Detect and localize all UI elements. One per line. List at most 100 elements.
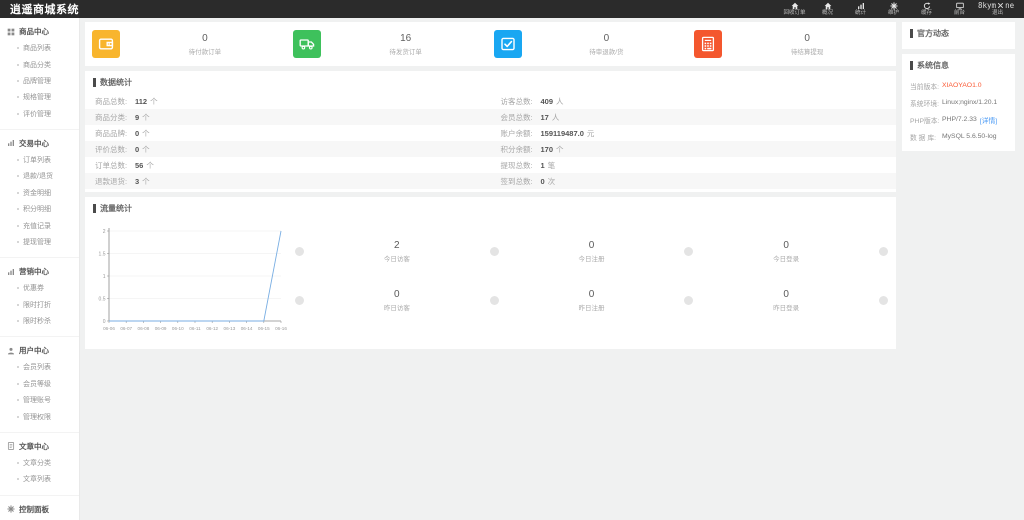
sidebar-item[interactable]: 会员列表 <box>0 359 79 375</box>
stat-unit: 笔 <box>547 160 556 170</box>
sidebar-item[interactable]: 充值记录 <box>0 217 79 233</box>
svg-text:0: 0 <box>103 319 106 325</box>
svg-text:06-14: 06-14 <box>241 326 253 331</box>
sidebar-section-head[interactable]: 交易中心 <box>0 135 79 152</box>
sidebar-section-label: 营销中心 <box>19 267 49 277</box>
stats-col-left: 商品总数: 112 个商品分类: 9 个商品品牌: 0 个评价总数: 0 个订单总数: 56 个退款… <box>85 93 491 189</box>
nav-label: 维护 <box>887 9 899 16</box>
sidebar-item[interactable]: 限时打折 <box>0 297 79 313</box>
sidebar-section-head[interactable]: 控制面板 <box>0 501 79 518</box>
marketing-center-icon <box>8 268 14 275</box>
sidebar-item[interactable]: 会员等级 <box>0 376 79 392</box>
traffic-label: 今日访客 <box>383 256 410 263</box>
summary-value: 0 <box>202 32 208 44</box>
svg-text:06-12: 06-12 <box>206 326 218 331</box>
summary-stat: 0 待付款订单 <box>120 33 290 56</box>
svg-text:06-10: 06-10 <box>172 326 184 331</box>
sidebar-item[interactable]: 退款/退货 <box>0 168 79 184</box>
sidebar-item[interactable]: 文章列表 <box>0 471 79 487</box>
summary-icon-tile <box>292 30 321 58</box>
sidebar-section-head[interactable]: 用户中心 <box>0 342 79 359</box>
stat-row: 提现总数: 1 笔 <box>491 157 897 173</box>
system-info-value: Linux;nginx/1.20.1 <box>942 99 998 106</box>
dot-icon <box>295 247 304 256</box>
detail-link[interactable]: [详情] <box>979 117 998 125</box>
system-info-title-text: 系统信息 <box>917 61 949 70</box>
sidebar: 商品中心商品列表 商品分类 品牌管理 规格管理 评价管理交易中心订单列表 退款/退货 资金明… <box>0 18 80 520</box>
stat-row: 订单总数: 56 个 <box>85 157 491 173</box>
maintenance-icon <box>889 2 898 10</box>
traffic-stat: 0 今日注册 <box>499 240 685 263</box>
traffic-label: 昨日注册 <box>578 305 605 312</box>
check-icon <box>500 37 515 51</box>
sidebar-item[interactable]: 资金明细 <box>0 185 79 201</box>
summary-value: 16 <box>400 32 412 44</box>
traffic-stats: 2 今日访客 0 今日注册 0 今日登录 0 昨日访客 0 昨日注册 0 昨日登录 <box>289 221 889 339</box>
sidebar-item[interactable]: 提现管理 <box>0 234 79 250</box>
nav-front-site[interactable]: 前台 <box>943 0 976 18</box>
truck-icon <box>299 39 314 50</box>
summary-card-2[interactable]: 16 待发货订单 <box>290 30 491 58</box>
traffic-value: 0 <box>783 289 789 300</box>
sidebar-section-label: 用户中心 <box>19 346 49 356</box>
stats-col-right: 访客总数: 409 人会员总数: 17 人账户余额: 159119487.0 元积分余额: 1… <box>490 93 897 189</box>
sidebar-item[interactable]: 商品分类 <box>0 56 79 72</box>
traffic-label: 昨日登录 <box>773 305 800 312</box>
sidebar-item[interactable]: 优惠券 <box>0 280 79 296</box>
nav-maintenance[interactable]: 维护 <box>877 0 910 18</box>
nav-label: 缓存 <box>920 9 932 16</box>
user-logout[interactable]: 8kym ne 退出 <box>976 0 1022 18</box>
sidebar-section-label: 交易中心 <box>19 138 49 148</box>
sidebar-item[interactable]: 商品列表 <box>0 40 79 56</box>
stat-value: 112 <box>135 96 148 106</box>
stat-row: 账户余额: 159119487.0 元 <box>491 125 897 141</box>
sidebar-section-head[interactable]: 商品中心 <box>0 23 79 40</box>
traffic-card: 流量统计 0 0.5 1 1.5 2 06-06 06-07 06-08 06-09 06-10 0… <box>85 197 896 349</box>
summary-value: 0 <box>603 32 610 44</box>
sidebar-section-1: 商品中心商品列表 商品分类 品牌管理 规格管理 评价管理 <box>0 21 79 125</box>
stat-label: 积分余额: <box>500 144 533 154</box>
svg-text:2: 2 <box>103 229 106 235</box>
sidebar-section-head[interactable]: 营销中心 <box>0 263 79 280</box>
sidebar-item[interactable]: 限时秒杀 <box>0 313 79 329</box>
sidebar-section-head[interactable]: 文章中心 <box>0 438 79 455</box>
summary-card-3[interactable]: 0 待审退款/货 <box>491 30 692 58</box>
stat-value: 56 <box>135 160 144 170</box>
sidebar-item[interactable]: 品牌管理 <box>0 73 79 89</box>
sidebar-item[interactable]: 管理权限 <box>0 408 79 424</box>
sidebar-item[interactable]: 管理账号 <box>0 392 79 408</box>
stat-value: 0 <box>540 176 545 186</box>
summary-card-4[interactable]: 0 待结算提现 <box>691 30 892 58</box>
sidebar-item[interactable]: 评价管理 <box>0 106 79 122</box>
stat-value: 1 <box>540 160 545 170</box>
sidebar-item[interactable]: 订单列表 <box>0 152 79 168</box>
traffic-value: 0 <box>588 289 595 300</box>
sidebar-item[interactable]: 积分明细 <box>0 201 79 217</box>
stat-unit: 个 <box>146 160 154 170</box>
stat-unit: 个 <box>142 144 150 154</box>
traffic-line-chart: 0 0.5 1 1.5 2 06-06 06-07 06-08 06-09 06-10 06-11 0… <box>99 228 287 331</box>
system-info-row: 数 据 库: MySQL 5.6.50-log <box>902 128 1015 145</box>
svg-text:06-16: 06-16 <box>275 326 287 331</box>
dot-icon <box>879 247 889 256</box>
stat-label: 商品品牌: <box>95 128 128 138</box>
nav-label: 统计 <box>854 9 866 16</box>
stat-label: 会员总数: <box>500 112 533 122</box>
system-info-row: 当前版本: XIAOYAO1.0 <box>902 77 1015 94</box>
svg-text:1: 1 <box>103 274 106 280</box>
nav-statistics[interactable]: 统计 <box>844 0 877 18</box>
traffic-chart: 0 0.5 1 1.5 2 06-06 06-07 06-08 06-09 06-10 06-11 0… <box>93 221 289 339</box>
nav-overview[interactable]: 概况 <box>811 0 844 18</box>
front-site-icon <box>955 2 964 10</box>
system-info-value: MySQL 5.6.50-log <box>942 133 997 140</box>
nav-cache[interactable]: 缓存 <box>910 0 943 18</box>
stat-unit: 次 <box>547 176 556 186</box>
stat-unit: 个 <box>142 112 150 122</box>
summary-card-1[interactable]: 0 待付款订单 <box>89 30 290 58</box>
nav-recycle-orders[interactable]: 回收订单 <box>778 0 811 18</box>
sidebar-item[interactable]: 文章分类 <box>0 455 79 471</box>
sidebar-section-label: 商品中心 <box>19 27 49 36</box>
traffic-stat: 0 昨日注册 <box>499 289 685 312</box>
sidebar-item[interactable]: 规格管理 <box>0 89 79 105</box>
summary-icon-tile <box>694 30 723 58</box>
